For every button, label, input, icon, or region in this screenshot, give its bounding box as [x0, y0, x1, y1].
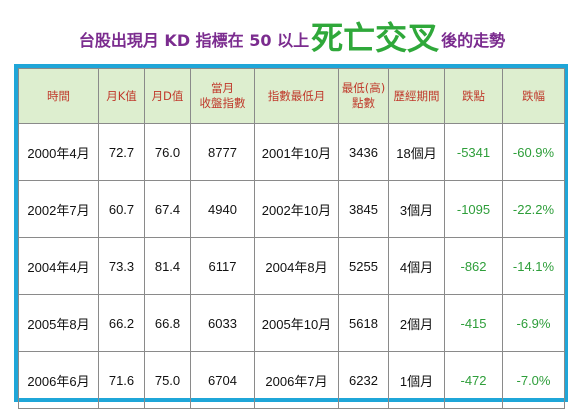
cell-time: 2006年6月	[18, 351, 99, 409]
cell-close: 4940	[190, 180, 255, 238]
cell-d: 67.4	[144, 180, 191, 238]
table-frame: 時間 月K值 月D值 當月 收盤指數 指數最低月 最低(高) 點數 歷經期間 跌點 …	[14, 64, 568, 409]
cell-time: 2002年7月	[18, 180, 99, 238]
cell-low-points: 3436	[338, 123, 389, 181]
cell-d: 76.0	[144, 123, 191, 181]
header-drop-percent: 跌幅	[502, 68, 565, 124]
table-row: 2006年6月 71.6 75.0 6704 2006年7月 6232 1個月 …	[18, 351, 565, 409]
cell-drop-percent: -60.9%	[502, 123, 565, 181]
header-monthly-k: 月K值	[98, 68, 145, 124]
cell-close: 8777	[190, 123, 255, 181]
cell-k: 72.7	[98, 123, 145, 181]
title-highlight: 死亡交叉	[311, 19, 440, 57]
header-time: 時間	[18, 68, 99, 124]
cell-time: 2000年4月	[18, 123, 99, 181]
cell-duration: 4個月	[388, 237, 445, 295]
cell-low-points: 5618	[338, 294, 389, 352]
header-low-month: 指數最低月	[254, 68, 339, 124]
page-title: 台股出現月 KD 指標在 50 以上 死亡交叉 後的走勢	[0, 0, 584, 62]
cell-low-month: 2004年8月	[254, 237, 339, 295]
cell-duration: 18個月	[388, 123, 445, 181]
cell-time: 2004年4月	[18, 237, 99, 295]
cell-low-month: 2001年10月	[254, 123, 339, 181]
cell-low-points: 3845	[338, 180, 389, 238]
cell-drop-points: -1095	[444, 180, 503, 238]
cell-drop-percent: -22.2%	[502, 180, 565, 238]
cell-low-points: 6232	[338, 351, 389, 409]
cell-drop-percent: -6.9%	[502, 294, 565, 352]
cell-duration: 2個月	[388, 294, 445, 352]
cell-close: 6033	[190, 294, 255, 352]
title-suffix: 後的走勢	[441, 31, 506, 50]
cell-low-month: 2006年7月	[254, 351, 339, 409]
header-month-close: 當月 收盤指數	[190, 68, 255, 124]
cell-drop-points: -5341	[444, 123, 503, 181]
cell-duration: 3個月	[388, 180, 445, 238]
title-prefix: 台股出現月 KD 指標在 50 以上	[78, 31, 310, 50]
header-row: 時間 月K值 月D值 當月 收盤指數 指數最低月 最低(高) 點數 歷經期間 跌點 …	[18, 68, 565, 124]
cell-drop-points: -415	[444, 294, 503, 352]
cell-low-points: 5255	[338, 237, 389, 295]
header-monthly-d: 月D值	[144, 68, 191, 124]
cell-drop-points: -472	[444, 351, 503, 409]
cell-d: 75.0	[144, 351, 191, 409]
cell-close: 6117	[190, 237, 255, 295]
cell-duration: 1個月	[388, 351, 445, 409]
cell-k: 73.3	[98, 237, 145, 295]
table-row: 2004年4月 73.3 81.4 6117 2004年8月 5255 4個月 …	[18, 237, 565, 295]
cell-drop-percent: -14.1%	[502, 237, 565, 295]
cell-low-month: 2005年10月	[254, 294, 339, 352]
cell-k: 71.6	[98, 351, 145, 409]
cell-k: 66.2	[98, 294, 145, 352]
cell-low-month: 2002年10月	[254, 180, 339, 238]
cell-close: 6704	[190, 351, 255, 409]
cell-drop-percent: -7.0%	[502, 351, 565, 409]
kd-death-cross-table: 時間 月K值 月D值 當月 收盤指數 指數最低月 最低(高) 點數 歷經期間 跌點 …	[18, 68, 565, 409]
header-drop-points: 跌點	[444, 68, 503, 124]
header-duration: 歷經期間	[388, 68, 445, 124]
header-low-points: 最低(高) 點數	[338, 68, 389, 124]
cell-drop-points: -862	[444, 237, 503, 295]
cell-time: 2005年8月	[18, 294, 99, 352]
cell-k: 60.7	[98, 180, 145, 238]
table-row: 2005年8月 66.2 66.8 6033 2005年10月 5618 2個月…	[18, 294, 565, 352]
cell-d: 81.4	[144, 237, 191, 295]
table-row: 2000年4月 72.7 76.0 8777 2001年10月 3436 18個…	[18, 123, 565, 181]
cell-d: 66.8	[144, 294, 191, 352]
table-row: 2002年7月 60.7 67.4 4940 2002年10月 3845 3個月…	[18, 180, 565, 238]
